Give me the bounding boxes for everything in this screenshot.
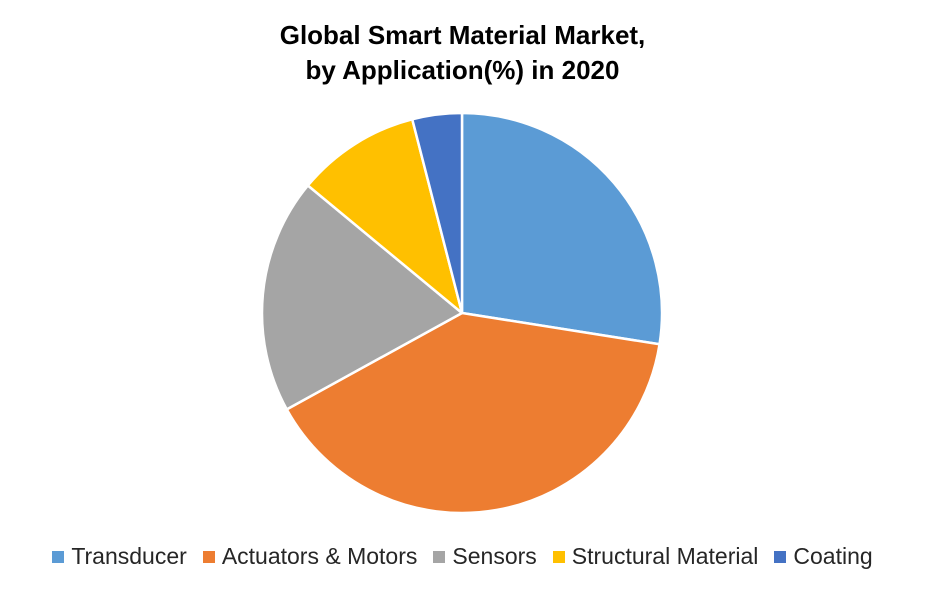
- legend-item-coating: Coating: [774, 543, 873, 570]
- legend-label-coating: Coating: [793, 543, 873, 569]
- legend-swatch-actuators-motors: [202, 550, 215, 563]
- legend-item-structural-material: Structural Material: [552, 543, 759, 570]
- legend-label-sensors: Sensors: [452, 543, 537, 569]
- legend-item-sensors: Sensors: [433, 543, 537, 570]
- legend-label-transducer: Transducer: [71, 543, 187, 569]
- pie-slice-actuators-motors: [285, 311, 661, 515]
- legend-swatch-sensors: [433, 550, 446, 563]
- pie-slice-transducer: [460, 111, 664, 346]
- chart-title-line-1: Global Smart Material Market,: [279, 20, 646, 50]
- pie-slice-sensors: [260, 184, 464, 411]
- legend-swatch-coating: [774, 550, 787, 563]
- chart-title-line-2: by Application(%) in 2020: [305, 55, 620, 85]
- legend-swatch-transducer: [52, 550, 65, 563]
- legend-item-actuators-motors: Actuators & Motors: [202, 543, 418, 570]
- chart-title: Global Smart Material Market, by Applica…: [0, 18, 925, 88]
- legend-label-actuators-motors: Actuators & Motors: [221, 543, 418, 569]
- legend-swatch-structural-material: [552, 550, 565, 563]
- chart-legend: Transducer Actuators & Motors Sensors Struc…: [0, 543, 925, 570]
- legend-label-structural-material: Structural Material: [571, 543, 759, 569]
- legend-item-transducer: Transducer: [52, 543, 187, 570]
- pie-slice-coating: [411, 111, 464, 315]
